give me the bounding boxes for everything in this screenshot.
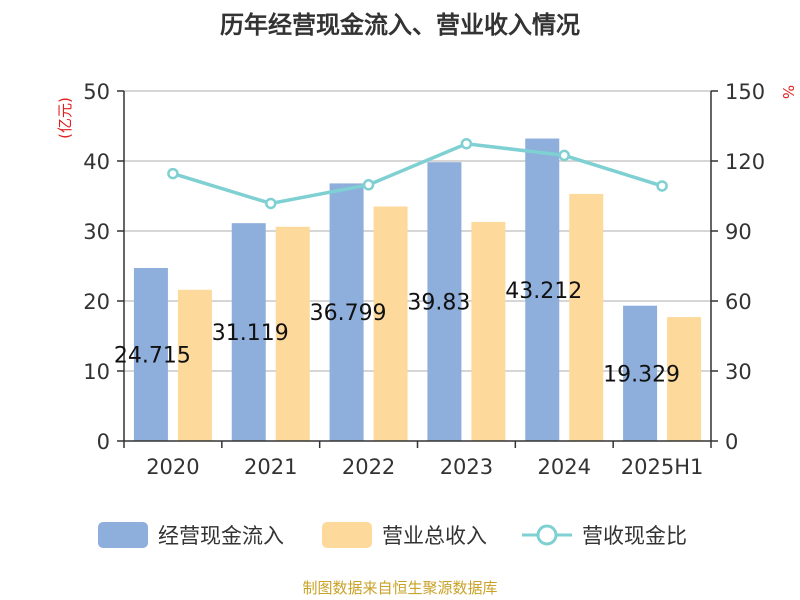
x-tick-label: 2024 [538,455,591,479]
y-left-tick-label: 10 [83,360,110,384]
data-label: 36.799 [310,301,387,326]
x-tick-label: 2020 [146,455,199,479]
data-label: 43.212 [505,279,582,304]
source-note: 制图数据来自恒生聚源数据库 [302,579,497,597]
bar [569,193,604,441]
y-left-tick-label: 30 [83,220,110,244]
legend-marker [536,524,558,546]
legend-label: 经营现金流入 [158,524,284,548]
x-tick-label: 2025H1 [621,455,704,479]
x-tick-label: 2023 [440,455,493,479]
data-label: 31.119 [212,321,289,346]
line-series [167,137,668,210]
line-point [167,167,179,180]
x-tick-label: 2022 [342,455,395,479]
bars [133,138,702,442]
bar [471,221,506,441]
legend-label: 营收现金比 [582,524,687,548]
y-left-tick-label: 20 [83,290,110,314]
y-right-tick-label: 120 [725,150,765,174]
x-tick-label: 2021 [244,455,297,479]
legend-label: 营业总收入 [382,524,487,548]
axes: 0 10 20 30 40 50 0 30 60 90 120 150 2020 2021 2022 2023… [83,80,765,479]
bar [177,289,212,441]
line-point [460,137,473,150]
bar [525,138,560,442]
bar [231,223,266,441]
data-label: 24.715 [114,343,191,368]
chart-title: 历年经营现金流入、营业收入情况 [220,11,580,39]
data-label: 39.83 [407,291,470,316]
y-right-tick-label: 60 [725,290,752,314]
y-right-tick-label: 150 [725,80,765,104]
y-right-tick-label: 30 [725,360,752,384]
data-labels: 24.715 31.119 36.799 39.83 43.212 19.329 [114,279,680,388]
y-left-tick-label: 0 [97,430,110,454]
legend: 经营现金流入 营业总收入 营收现金比 [98,522,687,548]
line-point [265,197,277,210]
y-left-axis-label: (亿元) [56,97,74,139]
legend-swatch [98,522,148,548]
bar [275,226,310,441]
grid-lines [124,90,711,372]
line-point [558,149,570,162]
bar [427,162,462,441]
line-point [656,180,668,192]
series-line [172,141,663,206]
bar [667,317,702,441]
bar [329,183,364,442]
y-right-axis-label: % [779,85,797,99]
data-label: 19.329 [603,362,680,387]
bar [133,267,168,441]
y-right-tick-label: 0 [725,430,738,454]
bar [373,206,408,441]
y-left-tick-label: 50 [83,80,110,104]
legend-swatch [322,522,372,548]
bar [623,305,658,441]
y-left-tick-label: 40 [83,150,110,174]
y-right-tick-label: 90 [725,220,752,244]
line-point [362,179,375,191]
